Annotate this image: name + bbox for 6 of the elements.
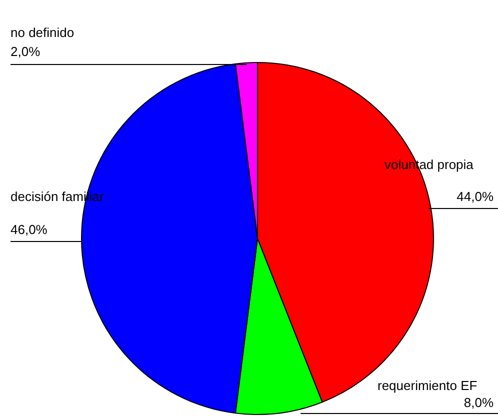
data-label: 2,0% [10,44,41,59]
slice-label: requerimiento EF [378,378,478,393]
slice-label: no definido [10,25,74,40]
data-label: 46,0% [10,222,48,237]
data-label: 44,0% [456,189,494,204]
data-label: 8,0% [464,395,494,410]
